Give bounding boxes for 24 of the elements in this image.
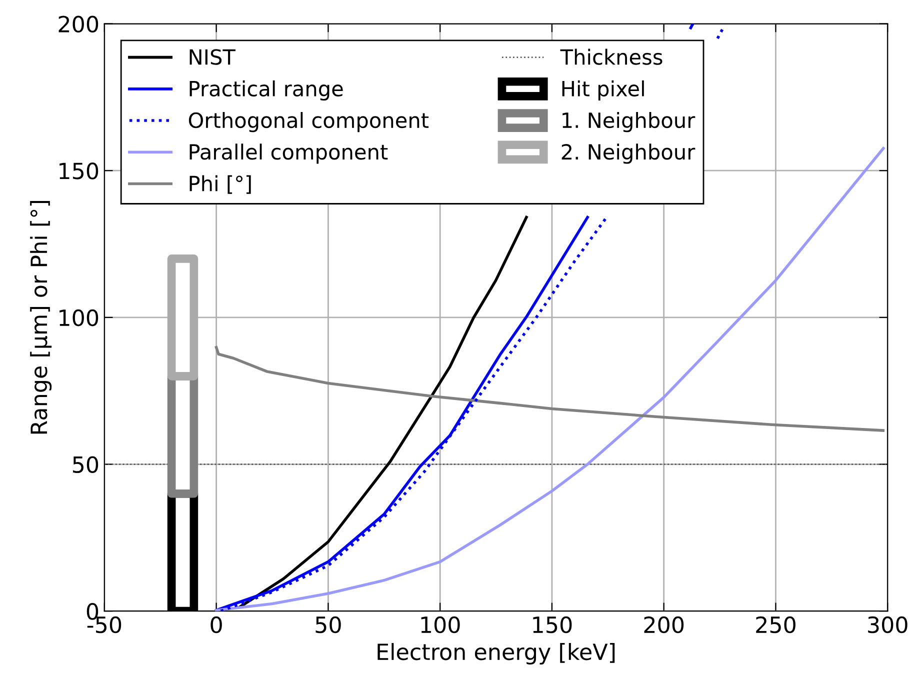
- y-tick-label: 150: [60, 162, 98, 180]
- legend-label: Phi [°]: [190, 175, 251, 194]
- x-tick-label: 0: [210, 616, 222, 634]
- legend-label: Orthogonal component: [188, 112, 429, 132]
- legend-label: Hit pixel: [562, 80, 644, 101]
- legend-label: Parallel component: [190, 144, 388, 164]
- x-tick-label: 50: [316, 616, 341, 634]
- x-tick-label: 250: [756, 616, 796, 634]
- line-series: [214, 346, 885, 432]
- x-tick-label: 200: [644, 616, 684, 634]
- x-tick-label: 300: [868, 616, 908, 634]
- x-tick-label: 150: [533, 616, 572, 634]
- y-tick-label: 100: [60, 309, 98, 326]
- legend-label: 1. Neighbour: [562, 112, 696, 132]
- legend-label: NIST: [190, 49, 236, 65]
- x-tick-label: 100: [421, 616, 460, 634]
- legend-label: 2. Neighbour: [562, 144, 696, 164]
- y-tick-label: 200: [58, 16, 98, 33]
- line-series: [238, 216, 528, 608]
- legend-label: Practical range: [190, 80, 343, 101]
- x-axis-title: Electron energy [keV]: [378, 643, 615, 665]
- y-axis-title: Range [μm] or Phi [°]: [30, 201, 52, 434]
- y-tick-label: 50: [73, 456, 98, 474]
- legend-label: Thickness: [560, 48, 662, 65]
